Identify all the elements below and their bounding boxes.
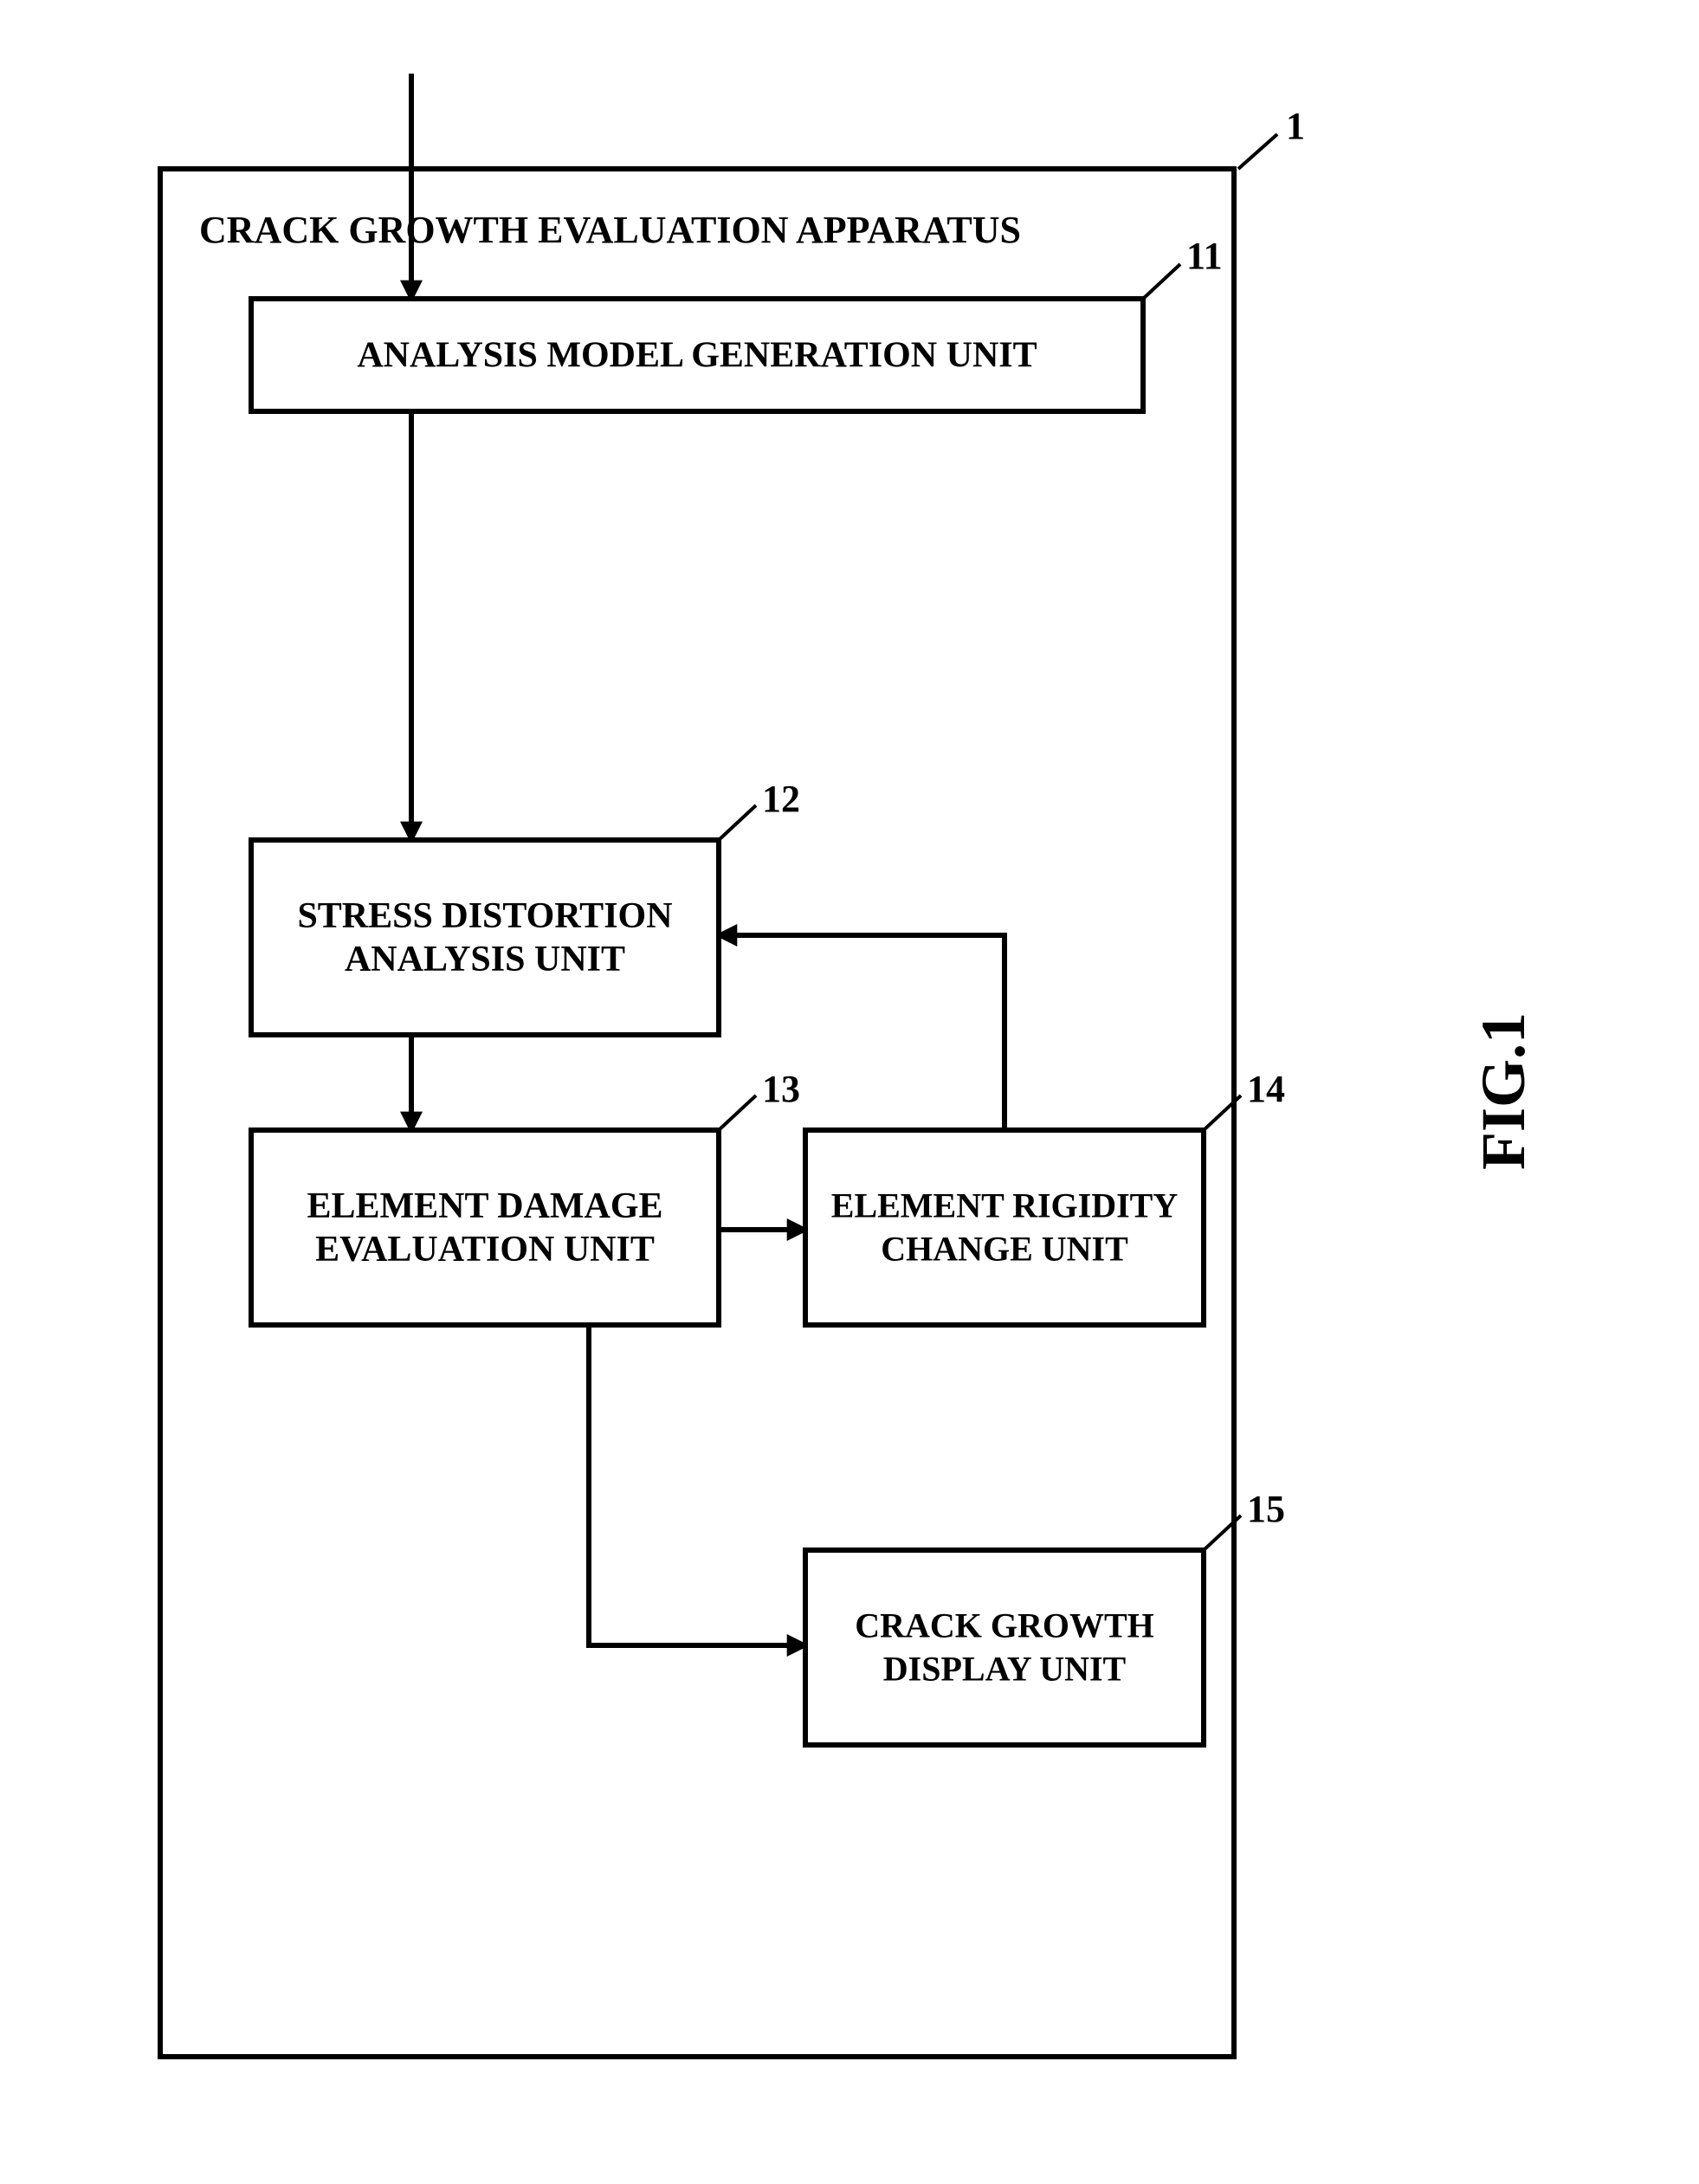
block-13: [251, 1130, 719, 1325]
block-12-label-line-0: STRESS DISTORTION: [297, 896, 672, 936]
block-12: [251, 840, 719, 1035]
block-15-label-line-0: CRACK GROWTH: [855, 1606, 1154, 1645]
apparatus-ref-label: 1: [1286, 105, 1305, 147]
block-13-label-line-1: EVALUATION UNIT: [315, 1230, 655, 1270]
block-13-label-line-0: ELEMENT DAMAGE: [307, 1186, 662, 1226]
block-14-label-line-0: ELEMENT RIGIDITY: [831, 1186, 1179, 1225]
block-14: [805, 1130, 1204, 1325]
block-diagram: FIG.1 1 CRACK GROWTH EVALUATION APPARATUS A…: [0, 0, 1699, 2184]
block-12-label-line-1: ANALYSIS UNIT: [345, 940, 625, 979]
block-15: [805, 1550, 1204, 1745]
block-14-label-line-1: CHANGE UNIT: [881, 1230, 1128, 1269]
block-ref-label-13: 13: [762, 1068, 800, 1110]
apparatus-title: CRACK GROWTH EVALUATION APPARATUS: [199, 209, 1021, 251]
block-ref-label-12: 12: [762, 778, 800, 820]
block-15-label-line-1: DISPLAY UNIT: [883, 1650, 1127, 1689]
block-ref-label-15: 15: [1247, 1488, 1285, 1530]
figure-title: FIG.1: [1469, 1012, 1538, 1170]
block-ref-label-11: 11: [1186, 235, 1223, 277]
block-11-label-line-0: ANALYSIS MODEL GENERATION UNIT: [357, 336, 1037, 376]
block-ref-label-14: 14: [1247, 1068, 1285, 1110]
